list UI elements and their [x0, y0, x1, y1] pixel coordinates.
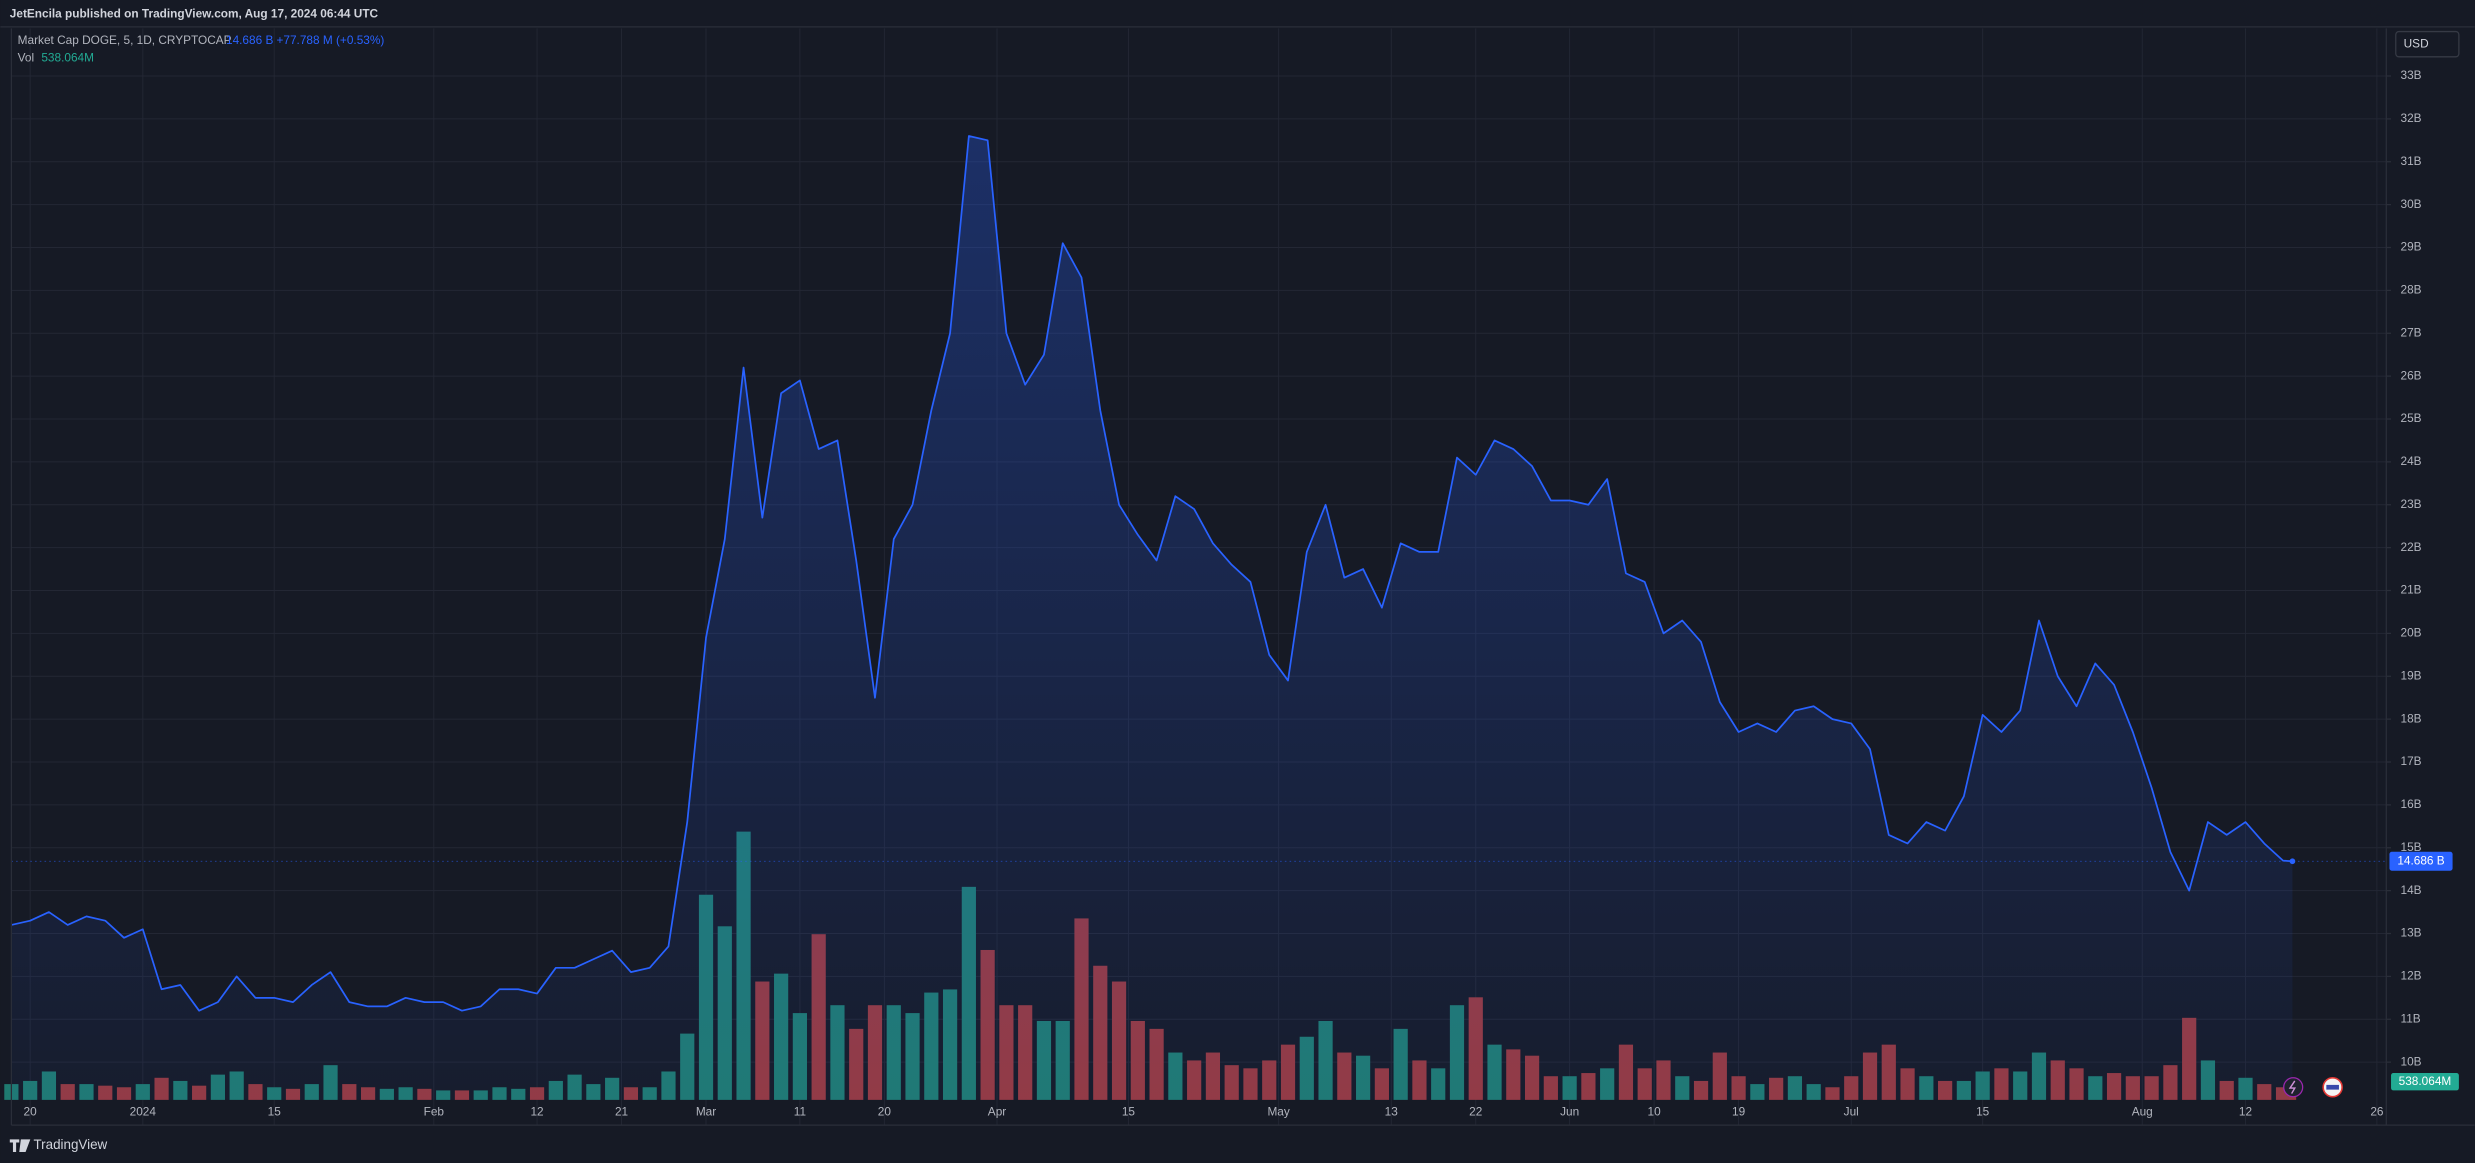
legend-vol-label: Vol: [18, 51, 34, 65]
legend-vol-value: 538.064M: [41, 51, 94, 65]
x-tick-label: 10: [1648, 1105, 1662, 1119]
price-line: [11, 135, 2293, 1012]
x-tick-label: Jul: [1844, 1105, 1859, 1119]
x-tick-label: 13: [1385, 1105, 1399, 1119]
y-tick-label: 10B: [2401, 1054, 2422, 1068]
y-tick-label: 20B: [2401, 626, 2422, 640]
events-icon[interactable]: [2283, 1077, 2304, 1098]
y-tick-label: 17B: [2401, 754, 2422, 768]
y-tick-label: 19B: [2401, 668, 2422, 682]
x-tick-label: Jun: [1560, 1105, 1579, 1119]
x-tick-label: 26: [2370, 1105, 2384, 1119]
x-tick-label: 12: [2239, 1105, 2252, 1119]
y-tick-label: 27B: [2401, 325, 2422, 339]
flag-band: [2326, 1084, 2339, 1090]
area-fill: [11, 136, 2293, 1100]
x-tick-label: 2024: [130, 1105, 157, 1119]
y-tick-label: 28B: [2401, 283, 2422, 297]
y-tick-label: 31B: [2401, 154, 2422, 168]
y-tick-label: 26B: [2401, 368, 2422, 382]
currency[interactable]: USD: [2404, 36, 2429, 50]
x-tick-label: 15: [1976, 1105, 1990, 1119]
y-tick-label: 33B: [2401, 68, 2422, 82]
volume-tag: [2391, 1073, 2459, 1091]
y-tick-label: 32B: [2401, 111, 2422, 125]
x-tick-label: 12: [530, 1105, 543, 1119]
plot-layer: [4, 135, 2387, 1100]
volume-tag-label: 538.064M: [2399, 1074, 2452, 1088]
x-tick-label: 11: [794, 1105, 806, 1119]
x-tick-label: 15: [268, 1105, 282, 1119]
y-tick-label: 18B: [2401, 711, 2422, 725]
y-tick-label: 11B: [2401, 1011, 2421, 1025]
y-tick-label: 23B: [2401, 497, 2422, 511]
y-tick-label: 29B: [2401, 240, 2422, 254]
x-tick-label: Mar: [696, 1105, 716, 1119]
x-tick-label: 21: [615, 1105, 628, 1119]
price-tag: [2389, 851, 2453, 871]
attribution: JetEncila published on TradingView.com, …: [10, 6, 379, 20]
y-tick-label: 14B: [2401, 883, 2422, 897]
y-tick-label: 22B: [2401, 540, 2422, 554]
y-tick-label: 12B: [2401, 969, 2422, 983]
legend-symbol: Market Cap DOGE, 5, 1D, CRYPTOCAP: [18, 33, 232, 47]
price-tag-label: 14.686 B: [2397, 853, 2444, 867]
y-tick-label: 25B: [2401, 411, 2422, 425]
y-tick-label: 16B: [2401, 797, 2422, 811]
x-tick-label: Feb: [424, 1105, 445, 1119]
top-bar: [0, 0, 2475, 27]
x-tick-label: 22: [1469, 1105, 1482, 1119]
y-tick-label: 30B: [2401, 197, 2422, 211]
footer-logo: [9, 1139, 31, 1152]
x-tick-label: Apr: [988, 1105, 1006, 1119]
x-tick-label: 20: [878, 1105, 892, 1119]
last-point: [2289, 858, 2296, 865]
x-tick-label: 20: [24, 1105, 38, 1119]
y-tick-label: 21B: [2401, 583, 2422, 597]
y-tick-label: 13B: [2401, 926, 2422, 940]
legend-price: 14.686 B: [226, 33, 273, 47]
x-tick-label: 15: [1122, 1105, 1136, 1119]
currency-box[interactable]: [2395, 30, 2460, 58]
x-tick-label: 19: [1732, 1105, 1746, 1119]
x-tick-label: May: [1267, 1105, 1289, 1119]
y-tick-label: 15B: [2401, 840, 2422, 854]
events-bolt: [2288, 1080, 2296, 1094]
y-tick-label: 24B: [2401, 454, 2422, 468]
x-tick-label: Aug: [2132, 1105, 2153, 1119]
legend-change: +77.788 M (+0.53%): [276, 33, 384, 47]
footer-brand: TradingView: [33, 1137, 107, 1152]
